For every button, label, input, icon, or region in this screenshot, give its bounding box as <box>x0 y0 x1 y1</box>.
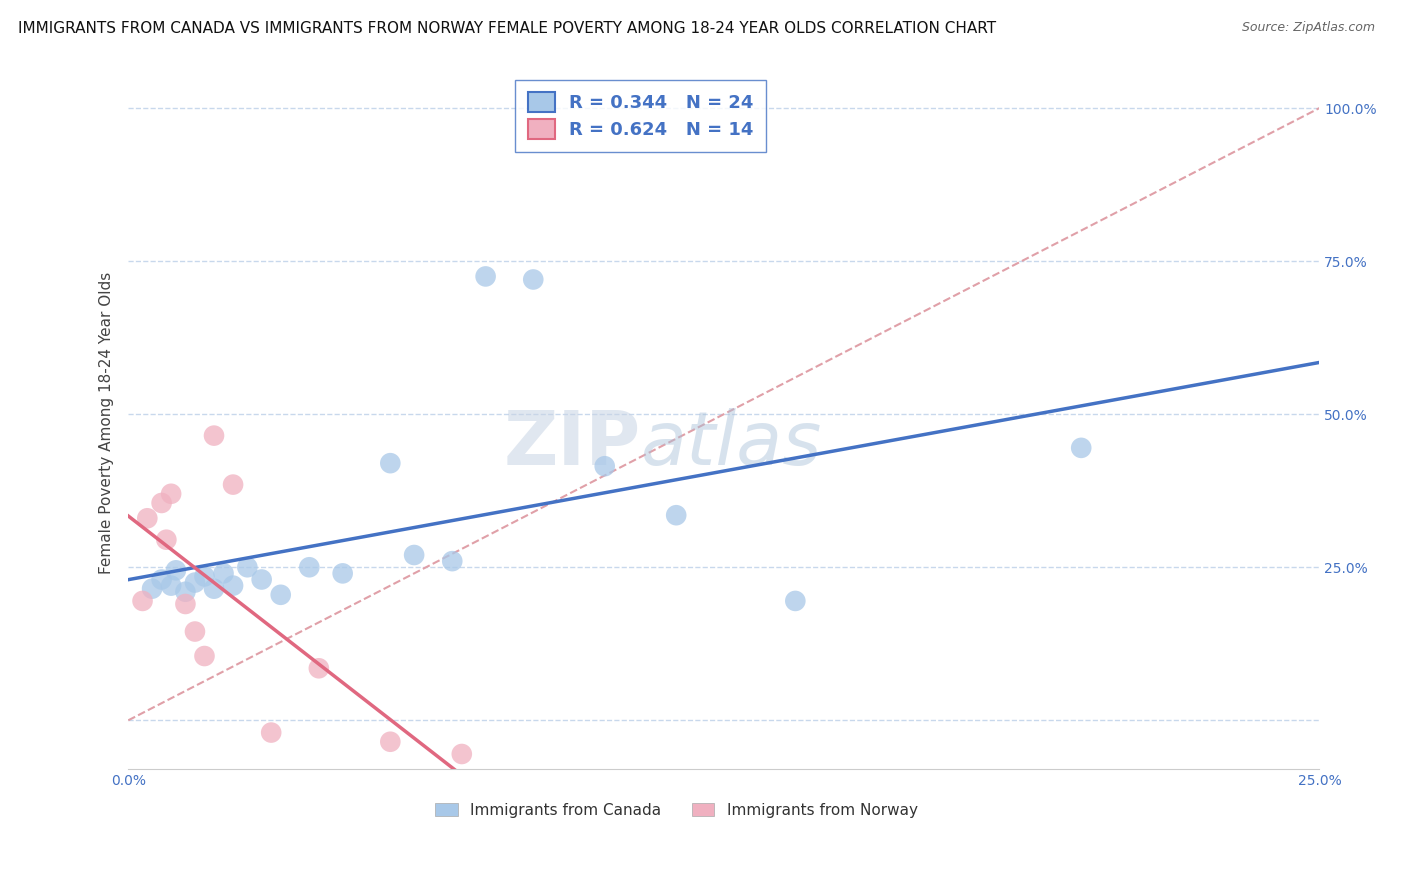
Text: atlas: atlas <box>641 409 823 480</box>
Point <box>222 477 245 491</box>
Point <box>270 588 292 602</box>
Point <box>174 597 197 611</box>
Y-axis label: Female Poverty Among 18-24 Year Olds: Female Poverty Among 18-24 Year Olds <box>100 272 114 574</box>
Point <box>202 582 225 596</box>
Point <box>212 566 235 581</box>
Point <box>593 459 616 474</box>
Point <box>160 579 183 593</box>
Point <box>155 533 177 547</box>
Point <box>193 569 215 583</box>
Point <box>193 648 215 663</box>
Point <box>522 272 544 286</box>
Point <box>131 594 153 608</box>
Point <box>250 573 273 587</box>
Point <box>150 496 173 510</box>
Point <box>785 594 807 608</box>
Point <box>174 584 197 599</box>
Point <box>222 579 245 593</box>
Point <box>450 747 472 761</box>
Point <box>236 560 259 574</box>
Legend: Immigrants from Canada, Immigrants from Norway: Immigrants from Canada, Immigrants from … <box>429 797 924 824</box>
Point <box>136 511 159 525</box>
Point <box>202 428 225 442</box>
Text: Source: ZipAtlas.com: Source: ZipAtlas.com <box>1241 21 1375 35</box>
Point <box>141 582 163 596</box>
Point <box>332 566 354 581</box>
Point <box>184 575 207 590</box>
Point <box>474 269 496 284</box>
Point <box>165 563 187 577</box>
Point <box>441 554 464 568</box>
Point <box>380 456 402 470</box>
Point <box>160 487 183 501</box>
Point <box>404 548 426 562</box>
Point <box>308 661 330 675</box>
Point <box>1070 441 1092 455</box>
Point <box>380 735 402 749</box>
Point <box>184 624 207 639</box>
Point <box>260 725 283 739</box>
Point <box>665 508 688 523</box>
Point <box>298 560 321 574</box>
Point <box>150 573 173 587</box>
Text: ZIP: ZIP <box>503 408 641 481</box>
Text: IMMIGRANTS FROM CANADA VS IMMIGRANTS FROM NORWAY FEMALE POVERTY AMONG 18-24 YEAR: IMMIGRANTS FROM CANADA VS IMMIGRANTS FRO… <box>18 21 997 37</box>
